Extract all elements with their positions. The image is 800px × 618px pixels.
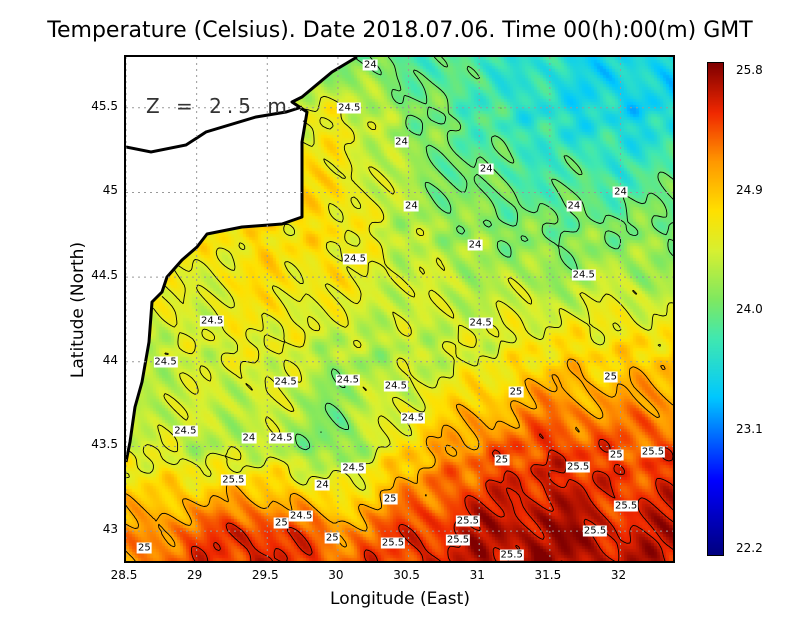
x-tick-label: 29.5	[251, 568, 279, 582]
contour-label: 24	[394, 136, 409, 148]
contour-label: 24	[566, 200, 582, 212]
x-tick-label: 31	[469, 568, 485, 582]
chart-title: Temperature (Celsius). Date 2018.07.06. …	[47, 18, 753, 43]
contour-label: 24	[467, 239, 483, 251]
contour-label: 24	[315, 479, 330, 491]
x-tick-label: 30.5	[393, 568, 420, 582]
contour-label: 24.5	[273, 376, 298, 388]
y-axis-label: Latitude (North)	[68, 241, 88, 379]
contour-label: 25	[608, 449, 624, 461]
colorbar-tick-label: 25.8	[736, 63, 763, 77]
x-tick-label: 28.5	[110, 568, 138, 582]
contour-line-24-5	[126, 95, 673, 491]
y-tick-label: 45	[102, 183, 118, 198]
contour-label: 25	[508, 386, 524, 398]
contour-label: 25	[603, 371, 618, 383]
contour-label: 24.5	[269, 432, 294, 444]
contour-label: 25.5	[613, 500, 639, 512]
contour-label: 25.5	[499, 549, 524, 561]
colorbar	[707, 62, 724, 556]
depth-annotation: Z = 2.5 m	[146, 94, 292, 118]
contour-line-25	[126, 358, 673, 561]
contour-label: 25.5	[455, 515, 481, 527]
y-tick-label: 44.5	[91, 268, 118, 283]
contour-label: 25.5	[380, 537, 406, 549]
contour-label: 24.5	[337, 102, 362, 114]
contour-label: 24.5	[200, 315, 225, 327]
contour-label: 25.5	[582, 525, 608, 537]
colorbar-tick-label: 23.1	[736, 421, 763, 436]
contour-label: 25	[274, 517, 289, 529]
y-tick-label: 44	[102, 352, 118, 367]
y-tick-label: 45.5	[91, 98, 118, 113]
x-tick-label: 30	[328, 568, 344, 582]
contour-label: 24	[404, 200, 419, 212]
x-tick-label: 32	[610, 568, 627, 582]
x-axis-label: Longitude (East)	[330, 589, 470, 609]
contour-label: 25	[382, 493, 398, 505]
contour-label: 24.5	[289, 510, 314, 522]
contour-label: 25	[136, 542, 152, 554]
contour-label: 24.5	[342, 253, 368, 264]
contour-label: 24.5	[400, 412, 425, 424]
inner-coastline	[126, 105, 303, 154]
y-tick-label: 43	[102, 522, 118, 537]
contour-label: 24	[363, 59, 378, 71]
colorbar-tick-label: 22.2	[736, 541, 763, 555]
colorbar-tick-label: 24.9	[736, 182, 763, 197]
colorbar-tick-label: 24.0	[736, 302, 763, 316]
contour-label: 24	[613, 186, 628, 198]
y-tick-label: 43.5	[91, 437, 118, 452]
contour-label: 25.5	[565, 461, 591, 473]
contour-label: 24.5	[571, 269, 596, 281]
contour-label: 24.5	[468, 317, 493, 329]
plot-area: Z = 2.5 m 24 24.5 24 24 24 24 24 24 24.5 24.5 24.5…	[124, 55, 675, 563]
contour-label: 25.5	[445, 534, 471, 546]
contour-label: 25.5	[221, 474, 246, 486]
x-tick-label: 29	[187, 568, 203, 582]
contour-label: 24.5	[383, 380, 408, 391]
contour-label: 24	[241, 432, 257, 444]
x-tick-label: 31.5	[534, 568, 562, 582]
contour-label: 25	[494, 454, 510, 466]
contour-label: 24.5	[335, 374, 360, 386]
coastline	[126, 57, 358, 463]
contour-label: 25	[324, 532, 340, 544]
contour-line-25-5	[190, 433, 673, 561]
contour-label: 25.5	[640, 446, 666, 458]
contour-label: 24.5	[153, 356, 178, 368]
contour-label: 24.5	[341, 462, 366, 474]
contour-label: 24.5	[173, 425, 198, 437]
contour-label: 24	[478, 163, 494, 175]
plot-overlay	[126, 57, 673, 561]
